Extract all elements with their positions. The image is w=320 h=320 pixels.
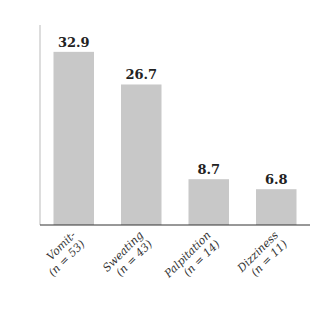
data-label: 26.7 bbox=[125, 67, 157, 82]
data-label: 32.9 bbox=[58, 35, 90, 50]
x-tick-label: Sweating(n = 43) bbox=[100, 229, 155, 284]
x-tick-label: Dizziness(n = 11) bbox=[234, 228, 290, 284]
chart-container: 32.9 26.7 8.7 6.8 Vomit-(n = 53)Sweating(n =… bbox=[0, 0, 320, 320]
bar bbox=[54, 52, 95, 225]
bar bbox=[189, 179, 230, 225]
x-axis-line bbox=[40, 224, 310, 225]
bar bbox=[121, 84, 162, 225]
x-ticks: Vomit-(n = 53)Sweating(n = 43)Palpitatio… bbox=[37, 228, 290, 290]
data-label: 6.8 bbox=[265, 172, 288, 187]
bar bbox=[256, 189, 297, 225]
bars bbox=[54, 52, 297, 225]
data-label: 8.7 bbox=[197, 162, 220, 177]
x-tick-label: Vomit-(n = 53) bbox=[37, 228, 88, 279]
y-axis-line bbox=[40, 25, 41, 225]
x-tick-label: Palpitation(n = 14) bbox=[161, 229, 222, 290]
chart: 32.9 26.7 8.7 6.8 Vomit-(n = 53)Sweating(n =… bbox=[0, 0, 320, 320]
data-labels: 32.9 26.7 8.7 6.8 bbox=[58, 35, 288, 187]
